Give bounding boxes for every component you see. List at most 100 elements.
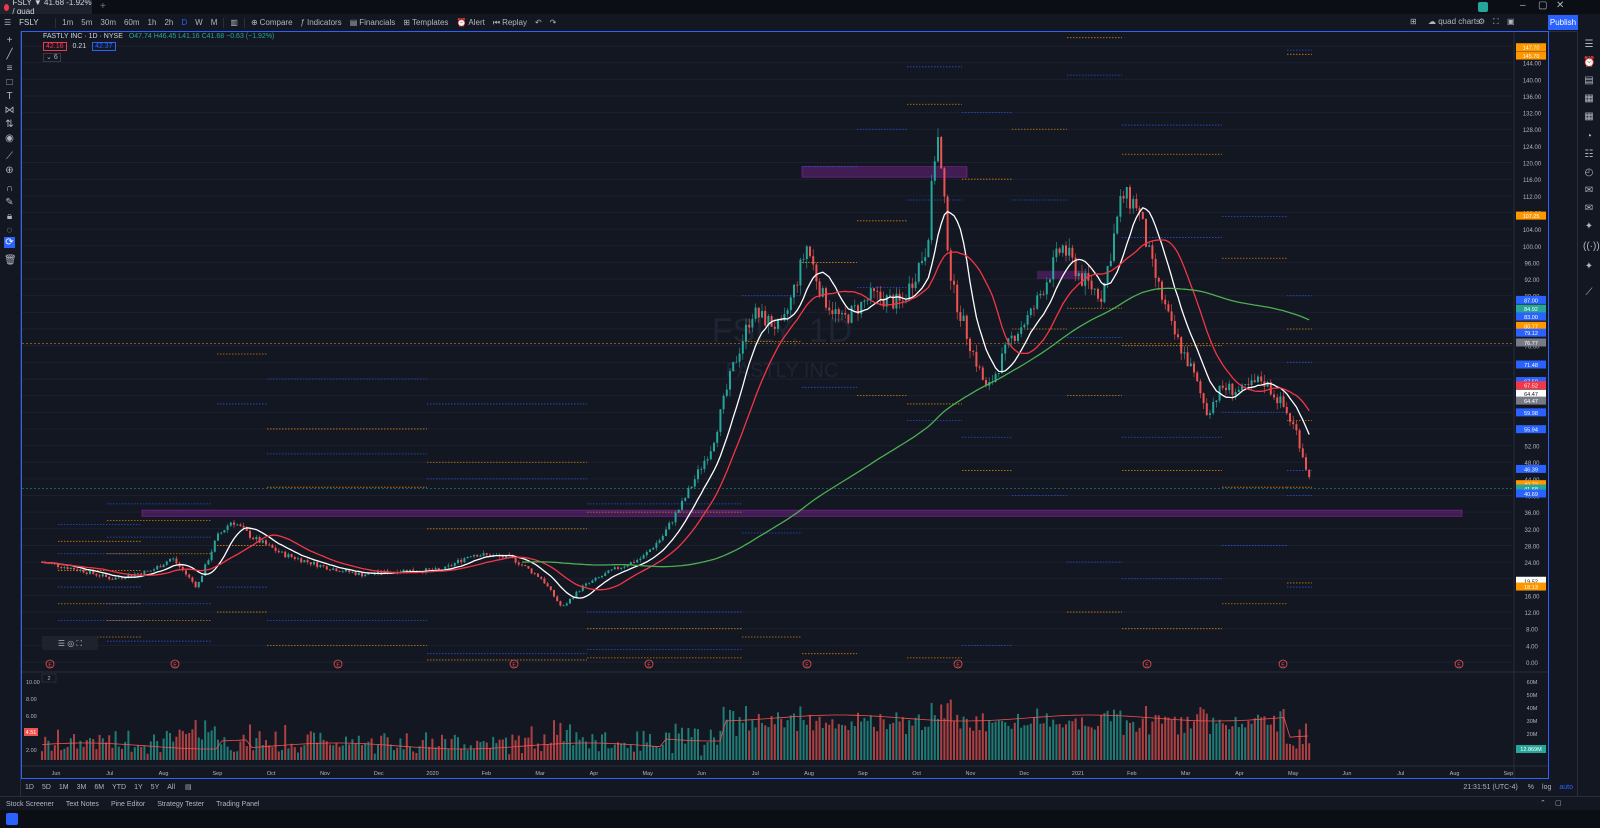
candle[interactable]	[745, 324, 747, 342]
hotlist-icon[interactable]: ▦	[1584, 93, 1594, 104]
candle[interactable]	[617, 567, 619, 569]
fullscreen-icon[interactable]: ⛶	[1493, 17, 1499, 26]
candle[interactable]	[1173, 320, 1176, 335]
candle[interactable]	[553, 589, 555, 597]
candle[interactable]	[789, 297, 792, 311]
candle[interactable]	[73, 567, 75, 570]
candle[interactable]	[89, 570, 91, 574]
candle[interactable]	[652, 547, 655, 550]
lock-icon[interactable]: 🔒︎	[6, 211, 13, 222]
candle[interactable]	[1237, 389, 1240, 392]
candle[interactable]	[665, 529, 667, 536]
candle[interactable]	[306, 560, 309, 563]
streams-icon[interactable]: ◴	[1584, 167, 1594, 178]
trash-icon[interactable]: 🗑︎	[4, 255, 17, 266]
candle[interactable]	[690, 486, 693, 489]
candle[interactable]	[1125, 187, 1128, 199]
candle[interactable]	[821, 288, 824, 297]
ma-slow-line[interactable]	[521, 287, 1310, 568]
candle[interactable]	[697, 469, 699, 480]
candle[interactable]	[1036, 295, 1039, 309]
candle[interactable]	[866, 299, 869, 301]
candle[interactable]	[735, 361, 738, 363]
candle[interactable]	[1097, 288, 1099, 299]
collapse-panel-icon[interactable]: ⌃	[1540, 800, 1546, 807]
candle[interactable]	[549, 586, 552, 590]
menu-icon[interactable]: ☰	[4, 18, 12, 27]
candle[interactable]	[364, 574, 367, 577]
candle[interactable]	[895, 293, 898, 309]
candle[interactable]	[1305, 457, 1307, 470]
candle[interactable]	[1004, 344, 1007, 354]
candle[interactable]	[1205, 403, 1208, 416]
candle[interactable]	[911, 283, 914, 289]
panel-text-notes[interactable]: Text Notes	[65, 800, 99, 808]
symbol-search[interactable]: FSLY	[19, 18, 39, 27]
candle[interactable]	[809, 246, 811, 257]
candle[interactable]	[1164, 299, 1167, 305]
candle[interactable]	[1189, 363, 1192, 367]
candle[interactable]	[514, 556, 517, 563]
candle[interactable]	[226, 525, 229, 531]
candle[interactable]	[713, 442, 715, 452]
candle[interactable]	[933, 161, 936, 181]
candle[interactable]	[1068, 247, 1071, 256]
candle[interactable]	[905, 300, 907, 302]
candle[interactable]	[892, 295, 895, 309]
candle[interactable]	[601, 576, 603, 578]
candle[interactable]	[140, 573, 143, 575]
replay-button[interactable]: ⏮ Replay	[489, 18, 531, 28]
compare-button[interactable]: ⊕ Compare	[247, 18, 297, 27]
candle[interactable]	[722, 395, 725, 410]
candle[interactable]	[181, 566, 184, 571]
candle[interactable]	[165, 561, 168, 565]
candle[interactable]	[149, 570, 152, 572]
candle[interactable]	[1221, 385, 1224, 388]
candle[interactable]	[738, 353, 741, 362]
candle[interactable]	[521, 564, 523, 566]
candle[interactable]	[719, 409, 722, 432]
candle[interactable]	[473, 554, 475, 557]
candle[interactable]	[693, 479, 696, 487]
indicators-collapse[interactable]: ⌄ 6	[43, 53, 61, 62]
candle[interactable]	[1170, 311, 1173, 321]
candle[interactable]	[153, 569, 155, 571]
candle[interactable]	[322, 565, 325, 567]
candle[interactable]	[1177, 334, 1179, 338]
interval-2h[interactable]: 2h	[164, 18, 174, 27]
candle[interactable]	[1289, 413, 1291, 422]
candle[interactable]	[1119, 196, 1122, 217]
candle[interactable]	[1202, 393, 1205, 404]
candle[interactable]	[1010, 335, 1013, 339]
earnings-icon[interactable]	[953, 659, 963, 669]
close-icon[interactable]: ✕	[1556, 0, 1565, 11]
candle[interactable]	[425, 568, 427, 573]
candle[interactable]	[1052, 257, 1055, 280]
candle[interactable]	[882, 298, 885, 307]
candle[interactable]	[271, 544, 274, 548]
candle[interactable]	[117, 577, 120, 579]
candle[interactable]	[885, 295, 888, 307]
candle[interactable]	[978, 366, 981, 368]
candle[interactable]	[169, 559, 171, 562]
candle[interactable]	[69, 567, 72, 569]
candle[interactable]	[1209, 413, 1211, 416]
candle[interactable]	[156, 566, 159, 570]
candle[interactable]	[956, 284, 959, 313]
candle[interactable]	[287, 554, 290, 558]
candle[interactable]	[255, 537, 258, 540]
candle[interactable]	[588, 582, 591, 584]
data-window-icon[interactable]: ▤	[1584, 75, 1594, 86]
candle[interactable]	[671, 522, 674, 524]
candle[interactable]	[357, 572, 360, 576]
candle[interactable]	[60, 567, 63, 568]
candle[interactable]	[1301, 448, 1304, 458]
interval-1m[interactable]: 1m	[62, 18, 74, 27]
text-icon[interactable]: T	[6, 91, 13, 102]
candle[interactable]	[981, 367, 984, 380]
candle[interactable]	[95, 573, 98, 576]
range-1m[interactable]: 1M	[58, 783, 69, 791]
candle[interactable]	[668, 522, 671, 530]
candle[interactable]	[626, 565, 629, 567]
notifications-icon[interactable]: ✦	[1584, 261, 1594, 272]
